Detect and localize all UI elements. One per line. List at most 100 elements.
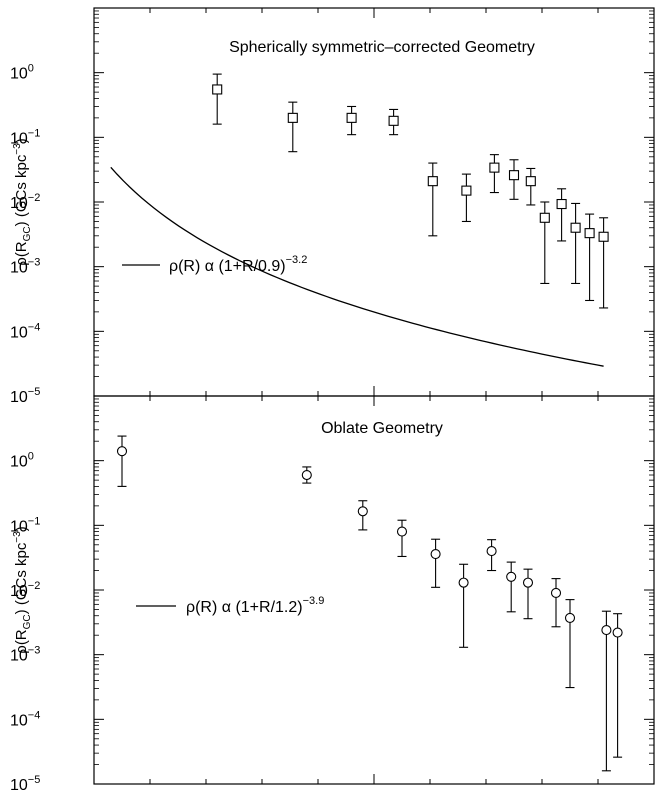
data-point (564, 599, 576, 689)
y-tick-label-exponent: −2 (28, 192, 41, 204)
data-point (396, 519, 408, 558)
legend-label-formula: ρ(R) α (1+R/1.2) (186, 599, 303, 616)
square-marker (508, 170, 520, 181)
y-tick-label-base: 10 (10, 518, 28, 535)
legend-label: ρ(R) α (1+R/0.9)−3.2 (169, 254, 307, 275)
data-point (539, 201, 550, 285)
circle-marker (486, 546, 497, 557)
plot-frame (93, 395, 655, 785)
circle-marker (357, 506, 368, 517)
square-marker (489, 162, 500, 173)
square-marker (570, 222, 581, 233)
square-marker (427, 176, 438, 187)
square-marker (461, 185, 472, 196)
legend-label-exponent: −3.9 (303, 595, 325, 607)
y-tick-label-base: 10 (10, 389, 28, 406)
y-tick-label-base: 10 (10, 712, 28, 729)
y-tick-label-base: 10 (10, 777, 28, 790)
y-tick-label-base: 10 (10, 66, 28, 83)
y-tick-label: 100 (10, 451, 34, 471)
y-tick-label-exponent: −5 (28, 774, 41, 786)
data-point (486, 539, 497, 572)
circle-marker (601, 625, 612, 636)
y-tick-label-exponent: −5 (28, 386, 41, 398)
y-tick-label: 10−5 (10, 774, 40, 790)
y-axis-title-units: ) (GCs kpc (13, 154, 30, 226)
circle-marker (430, 548, 441, 560)
y-axis-title: ρ(RGC) (GCs kpc−3) (12, 526, 33, 653)
legend-label-formula: ρ(R) α (1+R/0.9) (169, 258, 286, 275)
y-tick-label-exponent: −3 (28, 257, 41, 269)
y-tick-label: 10−1 (10, 515, 40, 535)
y-tick-label-base: 10 (10, 324, 28, 341)
fit-curve (110, 166, 604, 367)
y-axis-title-main: ρ(R (13, 241, 30, 266)
y-tick-label: 10−3 (10, 645, 40, 665)
plot-frame (93, 7, 655, 397)
y-tick-label: 10−1 (10, 127, 40, 147)
data-point (116, 435, 128, 487)
data-point (601, 610, 612, 772)
data-point (212, 73, 223, 125)
y-tick-label-exponent: −3 (28, 645, 41, 657)
y-tick-label-base: 10 (10, 195, 28, 212)
square-marker (539, 212, 550, 223)
y-tick-label-exponent: −1 (28, 515, 41, 527)
circle-marker (458, 577, 469, 588)
y-axis-title-end: ) (13, 526, 30, 531)
data-point (525, 167, 536, 206)
circle-marker (396, 526, 408, 537)
y-tick-label: 100 (10, 63, 34, 83)
data-point (357, 500, 368, 531)
data-point (427, 162, 438, 237)
data-point (508, 159, 520, 200)
y-tick-label: 10−2 (10, 580, 40, 600)
y-tick-label-exponent: −2 (28, 580, 41, 592)
square-marker (584, 228, 595, 239)
data-point (584, 213, 595, 302)
y-tick-label: 10−4 (10, 321, 40, 341)
y-axis-title-superscript: −3 (12, 143, 23, 155)
y-axis-title-end: ) (13, 138, 30, 143)
y-tick-label-base: 10 (10, 454, 28, 471)
data-point (506, 561, 517, 613)
data-point (612, 613, 623, 758)
y-tick-label: 10−3 (10, 257, 40, 277)
data-point (301, 466, 312, 484)
circle-marker (564, 612, 576, 623)
data-point (598, 217, 609, 309)
circle-marker (301, 469, 312, 481)
y-tick-label-base: 10 (10, 260, 28, 277)
data-point (522, 568, 534, 620)
data-point (550, 578, 562, 628)
data-point (461, 173, 472, 223)
y-tick-label-exponent: −4 (28, 321, 41, 333)
square-marker (525, 176, 536, 187)
data-point (556, 188, 567, 242)
data-point (570, 202, 581, 285)
circle-marker (550, 587, 562, 599)
y-axis-title: ρ(RGC) (GCs kpc−3) (12, 138, 33, 265)
square-marker (346, 112, 357, 123)
y-axis-title-units: ) (GCs kpc (13, 542, 30, 614)
y-tick-label-base: 10 (10, 583, 28, 600)
y-axis-title-superscript: −3 (12, 531, 23, 543)
circle-marker (506, 571, 517, 582)
panel-title: Oblate Geometry (321, 420, 443, 437)
y-axis-title-subscript: GC (22, 226, 33, 241)
square-marker (598, 231, 609, 242)
legend-label-exponent: −3.2 (286, 254, 308, 266)
y-tick-label-exponent: −1 (28, 127, 41, 139)
data-point (458, 563, 469, 648)
y-axis-title-subscript: GC (22, 614, 33, 629)
data-point (287, 101, 298, 153)
y-tick-label: 10−2 (10, 192, 40, 212)
square-marker (287, 112, 298, 123)
y-tick-label-exponent: 0 (28, 451, 34, 463)
y-tick-label-base: 10 (10, 648, 28, 665)
data-point (388, 108, 399, 136)
circle-marker (612, 627, 623, 638)
